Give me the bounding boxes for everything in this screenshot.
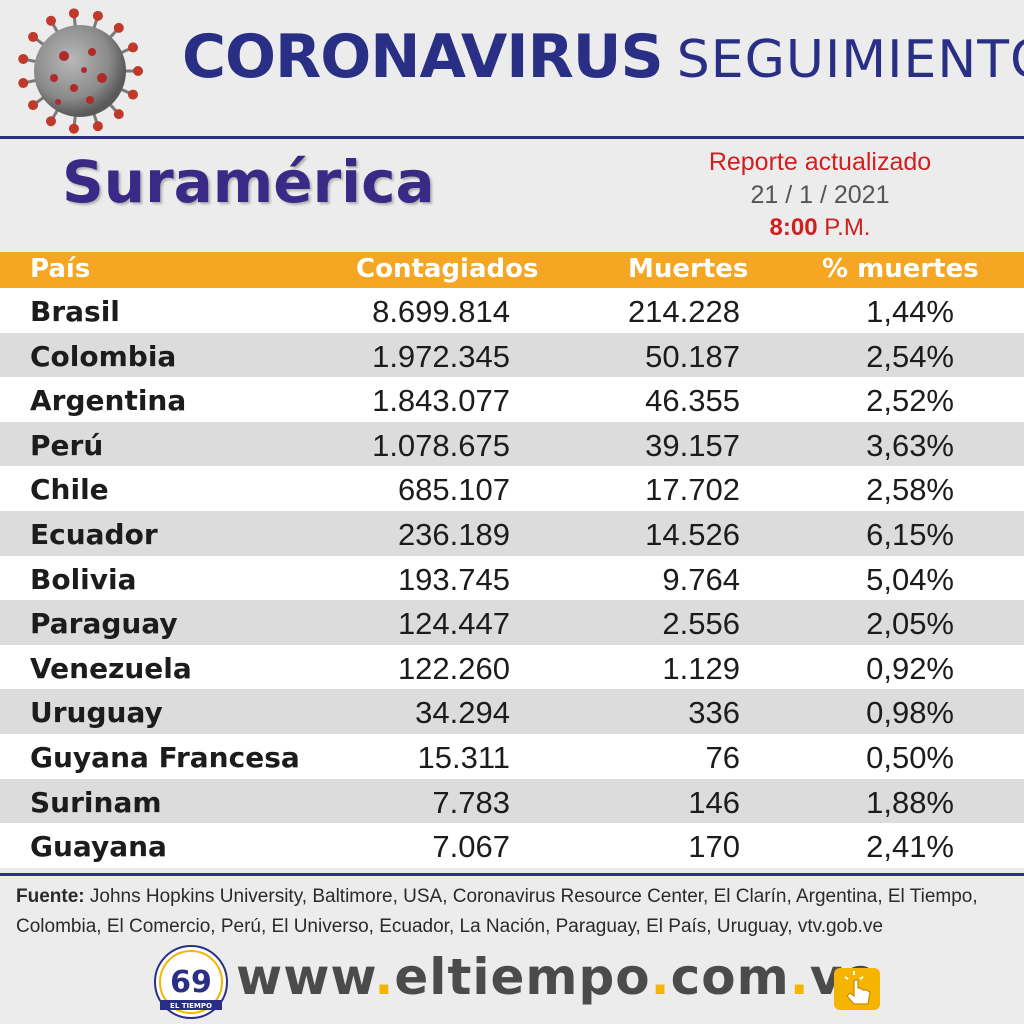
cell-death-rate: 2,58% bbox=[866, 472, 954, 508]
table-row: Bolivia 193.745 9.764 5,04% bbox=[0, 555, 1024, 601]
report-time-value: 8:00 bbox=[769, 214, 818, 241]
report-time-suffix: P.M. bbox=[824, 214, 871, 241]
header-divider bbox=[0, 136, 1024, 139]
source-label: Fuente: bbox=[16, 886, 85, 907]
cell-cases: 193.745 bbox=[397, 561, 510, 597]
region-title: Suramérica bbox=[62, 148, 435, 216]
cell-country: Colombia bbox=[30, 339, 177, 373]
cell-deaths: 14.526 bbox=[645, 516, 740, 552]
cell-deaths: 17.702 bbox=[645, 472, 740, 508]
cell-death-rate: 2,05% bbox=[866, 606, 954, 642]
report-time: 8:00 P.M. bbox=[690, 214, 950, 242]
cell-death-rate: 2,54% bbox=[866, 338, 954, 374]
pointer-click-icon bbox=[834, 968, 880, 1010]
table-row: Uruguay 34.294 336 0,98% bbox=[0, 689, 1024, 734]
cell-country: Surinam bbox=[30, 785, 162, 819]
coronavirus-icon bbox=[18, 8, 143, 134]
stats-table: País Contagiados Muertes % muertes Brasi… bbox=[0, 252, 1024, 868]
cell-death-rate: 0,50% bbox=[866, 739, 954, 775]
column-header-cases: Contagiados bbox=[356, 254, 539, 284]
source-note: Fuente: Johns Hopkins University, Baltim… bbox=[16, 882, 1006, 942]
cell-deaths: 39.157 bbox=[645, 427, 740, 463]
cell-deaths: 146 bbox=[688, 784, 740, 820]
cell-cases: 1.078.675 bbox=[372, 427, 510, 463]
cell-country: Perú bbox=[30, 428, 104, 462]
cell-deaths: 46.355 bbox=[645, 383, 740, 419]
cell-country: Venezuela bbox=[30, 651, 192, 685]
table-row: Argentina 1.843.077 46.355 2,52% bbox=[0, 377, 1024, 422]
cell-cases: 124.447 bbox=[397, 606, 510, 642]
table-divider bbox=[0, 873, 1024, 876]
cell-country: Uruguay bbox=[30, 696, 163, 730]
el-tiempo-logo: 69 EL TIEMPO bbox=[154, 945, 228, 1019]
cell-deaths: 1.129 bbox=[662, 650, 740, 686]
table-row: Venezuela 122.260 1.129 0,92% bbox=[0, 644, 1024, 690]
report-info: Reporte actualizado 21 / 1 / 2021 8:00 P… bbox=[690, 148, 950, 242]
table-row: Ecuador 236.189 14.526 6,15% bbox=[0, 510, 1024, 556]
column-header-country: País bbox=[30, 254, 91, 284]
cell-deaths: 76 bbox=[705, 739, 740, 775]
logo-number: 69 bbox=[170, 965, 212, 1000]
cell-cases: 1.843.077 bbox=[372, 383, 510, 419]
cell-death-rate: 0,92% bbox=[866, 650, 954, 686]
cell-country: Guyana Francesa bbox=[30, 740, 300, 774]
cell-death-rate: 2,41% bbox=[866, 829, 954, 865]
cell-country: Bolivia bbox=[30, 562, 137, 596]
cell-deaths: 2.556 bbox=[662, 606, 740, 642]
cell-country: Paraguay bbox=[30, 607, 178, 641]
table-row: Chile 685.107 17.702 2,58% bbox=[0, 466, 1024, 511]
cell-death-rate: 1,88% bbox=[866, 784, 954, 820]
page-title: CORONAVIRUS SEGUIMIENTO bbox=[182, 22, 1024, 112]
cell-death-rate: 3,63% bbox=[866, 427, 954, 463]
report-date: 21 / 1 / 2021 bbox=[750, 181, 890, 209]
cell-country: Argentina bbox=[30, 384, 187, 418]
cell-cases: 7.783 bbox=[432, 784, 510, 820]
cell-death-rate: 5,04% bbox=[866, 561, 954, 597]
cell-deaths: 336 bbox=[688, 695, 740, 731]
table-body: Brasil 8.699.814 214.228 1,44% Colombia 1.972… bbox=[0, 288, 1024, 868]
cell-deaths: 170 bbox=[688, 829, 740, 865]
table-row: Colombia 1.972.345 50.187 2,54% bbox=[0, 332, 1024, 378]
website-url[interactable]: www.eltiempo.com.ve bbox=[236, 948, 878, 1006]
cell-cases: 122.260 bbox=[397, 650, 510, 686]
cell-cases: 236.189 bbox=[397, 516, 510, 552]
cell-deaths: 50.187 bbox=[645, 338, 740, 374]
cell-cases: 15.311 bbox=[417, 739, 510, 775]
url-part: com bbox=[670, 948, 790, 1006]
cell-death-rate: 1,44% bbox=[866, 294, 954, 329]
report-label: Reporte actualizado bbox=[708, 148, 932, 176]
table-row: Brasil 8.699.814 214.228 1,44% bbox=[0, 288, 1024, 333]
cell-cases: 34.294 bbox=[415, 695, 510, 731]
header: CORONAVIRUS SEGUIMIENTO bbox=[0, 0, 1024, 139]
cell-country: Chile bbox=[30, 473, 109, 507]
cell-country: Guayana bbox=[30, 830, 167, 864]
title-sub: SEGUIMIENTO bbox=[676, 30, 1024, 90]
cell-country: Brasil bbox=[30, 295, 120, 328]
cell-country: Ecuador bbox=[30, 517, 158, 551]
cell-deaths: 214.228 bbox=[627, 294, 740, 329]
cell-death-rate: 0,98% bbox=[866, 695, 954, 731]
table-header: País Contagiados Muertes % muertes bbox=[0, 252, 1024, 288]
url-part: www bbox=[236, 948, 375, 1006]
table-row: Surinam 7.783 146 1,88% bbox=[0, 778, 1024, 824]
url-part: eltiempo bbox=[394, 948, 651, 1006]
source-text: Johns Hopkins University, Baltimore, USA… bbox=[16, 886, 978, 937]
column-header-death-rate: % muertes bbox=[822, 254, 979, 284]
title-main: CORONAVIRUS bbox=[182, 22, 664, 92]
cell-deaths: 9.764 bbox=[662, 561, 740, 597]
table-row: Guyana Francesa 15.311 76 0,50% bbox=[0, 733, 1024, 779]
table-row: Paraguay 124.447 2.556 2,05% bbox=[0, 600, 1024, 645]
cell-cases: 685.107 bbox=[397, 472, 510, 508]
cell-death-rate: 6,15% bbox=[866, 516, 954, 552]
cell-death-rate: 2,52% bbox=[866, 383, 954, 419]
column-header-deaths: Muertes bbox=[628, 254, 749, 284]
logo-name: EL TIEMPO bbox=[170, 1002, 212, 1010]
table-row: Guayana 7.067 170 2,41% bbox=[0, 823, 1024, 868]
cell-cases: 7.067 bbox=[432, 829, 510, 865]
cell-cases: 1.972.345 bbox=[372, 338, 510, 374]
table-row: Perú 1.078.675 39.157 3,63% bbox=[0, 421, 1024, 467]
cell-cases: 8.699.814 bbox=[372, 294, 510, 329]
